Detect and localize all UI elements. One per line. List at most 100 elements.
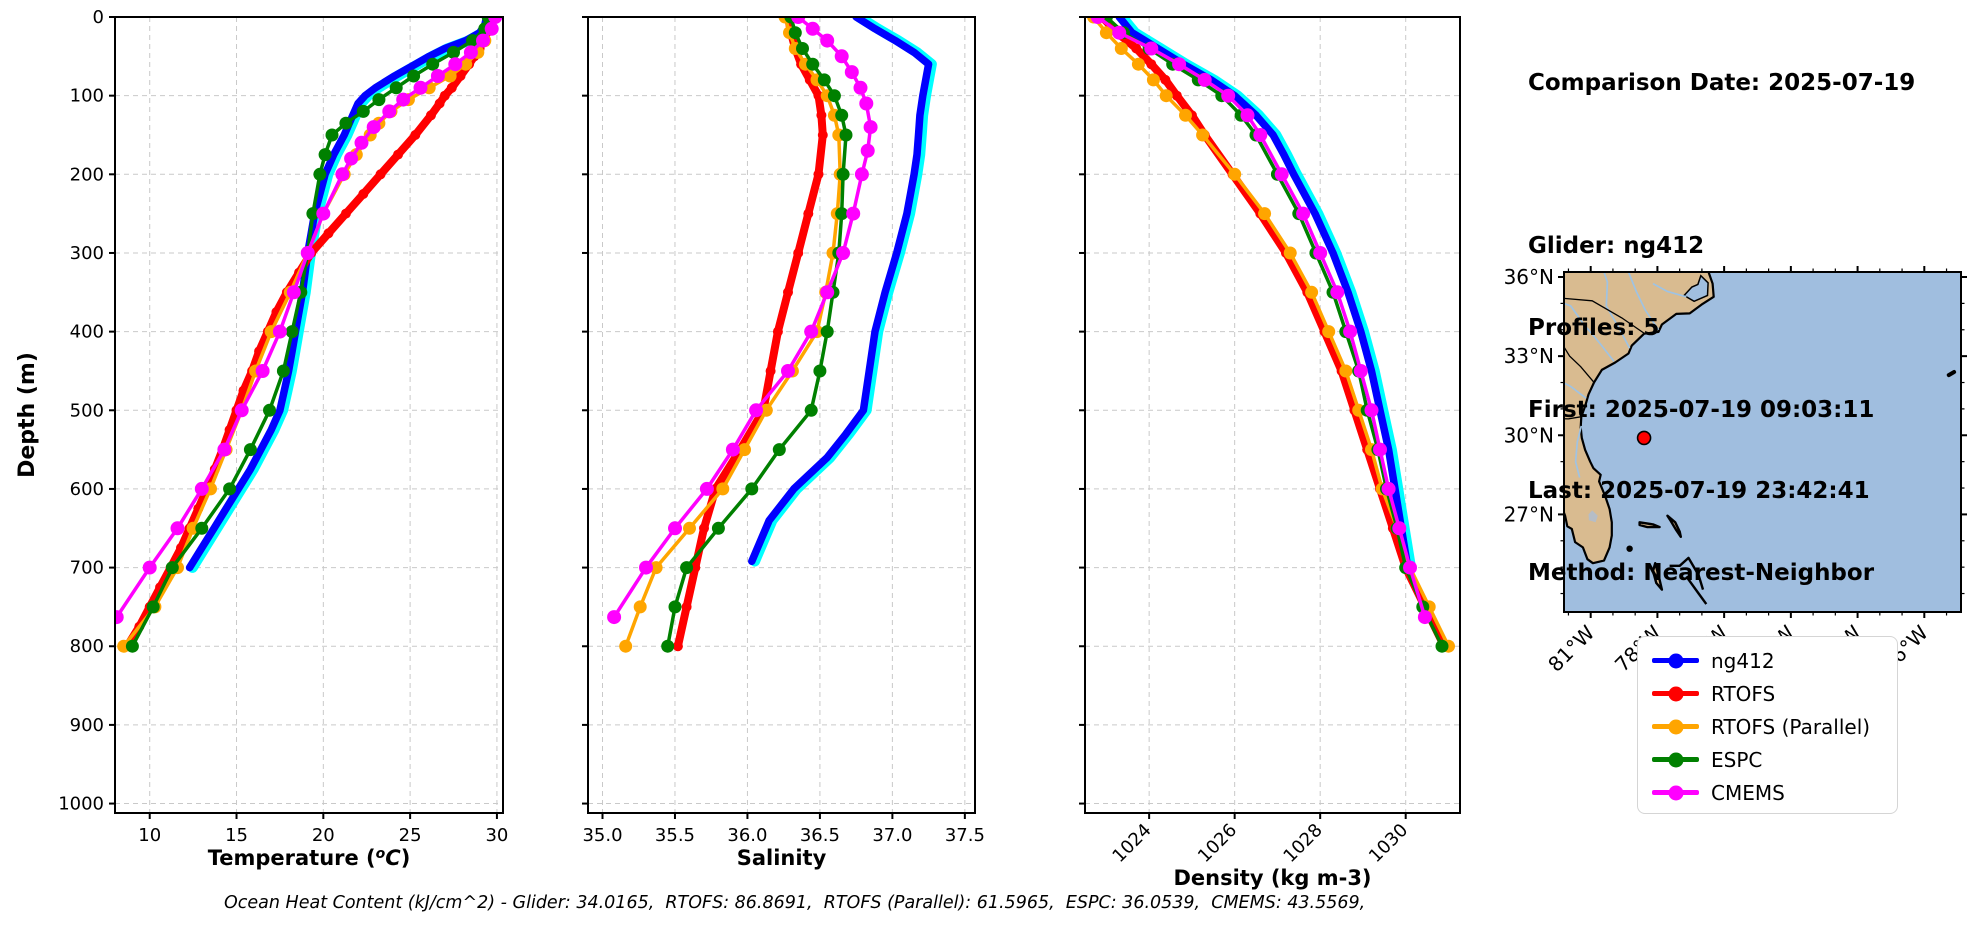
legend-line-sample (1652, 719, 1699, 734)
legend-line-sample (1652, 686, 1699, 701)
legend-line-sample (1652, 752, 1699, 767)
legend-line-sample (1652, 785, 1699, 800)
method-text: Method: Nearest-Neighbor (1528, 559, 1875, 586)
legend-item-espc: ESPC (1652, 743, 1897, 776)
temperature-y-axis: 0 100 200 300 400 500 600 700 800 900 1000 (58, 7, 115, 815)
map-sound (1682, 274, 1709, 303)
depth-tick-label: 200 (70, 164, 104, 185)
comparison-date-text: Comparison Date: 2025-07-19 (1528, 70, 1916, 97)
first-profile-time-text: First: 2025-07-19 09:03:11 (1528, 396, 1875, 423)
legend-marker-dot (1668, 653, 1683, 668)
legend-item-label: ng412 (1711, 648, 1775, 673)
depth-tick-label: 0 (93, 7, 104, 28)
density-x-axis: 1024 1026 1028 1030 (1108, 813, 1412, 867)
salinity-CMEMS-markers (607, 17, 878, 625)
legend-item-rtofs-parallel: RTOFS (Parallel) (1652, 710, 1897, 743)
temperature-grid (115, 16, 503, 813)
ohc-caption: Ocean Heat Content (kJ/cm^2) - Glider: 3… (224, 893, 1366, 913)
density-CMEMS-line (1096, 17, 1427, 619)
salinity-x-tick-label: 35.0 (582, 825, 622, 846)
map-lake (1588, 510, 1598, 523)
legend-marker-dot (1668, 686, 1683, 701)
legend-marker-dot (1668, 719, 1683, 734)
map-state-borders (1564, 297, 1645, 420)
depth-axis-label: Depth (m) (15, 352, 40, 478)
depth-tick-label: 1000 (58, 794, 104, 815)
salinity-x-axis: 35.0 35.5 36.0 36.5 37.0 37.5 (582, 813, 985, 846)
map-lon-tick-label: 81°W (1543, 620, 1599, 676)
salinity-series (607, 17, 937, 653)
legend-line-sample (1652, 653, 1699, 668)
depth-tick-label: 400 (70, 322, 104, 343)
temperature-series (115, 17, 503, 653)
salinity-grid (588, 16, 975, 813)
salinity-x-tick-label: 37.0 (872, 825, 912, 846)
temperature-axes-frame (114, 16, 504, 814)
depth-tick-label: 900 (70, 715, 104, 736)
depth-tick-label: 100 (70, 86, 104, 107)
map-rivers (1564, 272, 1687, 478)
info-panel: Comparison Date: 2025-07-19 Glider: ng41… (1528, 16, 1915, 614)
temperature-x-tick-label: 30 (485, 825, 508, 846)
map-islands (1626, 514, 1708, 605)
salinity-x-tick-label: 36.0 (727, 825, 767, 846)
legend-item-label: RTOFS (1711, 681, 1776, 706)
map-lat-tick-label: 36°N (1504, 265, 1554, 289)
glider-name-text: Glider: ng412 (1528, 233, 1705, 260)
map-lat-tick-label: 27°N (1504, 502, 1554, 526)
salinity-ESPC-markers (661, 17, 853, 653)
density-x-tick-label: 1030 (1365, 820, 1412, 867)
legend-item-label: CMEMS (1711, 780, 1785, 805)
legend-marker-dot (1668, 785, 1683, 800)
density-CMEMS-markers (1090, 17, 1432, 625)
last-profile-time-text: Last: 2025-07-19 23:42:41 (1528, 478, 1870, 505)
depth-tick-label: 600 (70, 479, 104, 500)
map-lat-tick-label: 33°N (1504, 344, 1554, 368)
density-y-axis (1079, 16, 1085, 805)
temperature-x-tick-label: 20 (312, 825, 335, 846)
depth-tick-label: 700 (70, 558, 104, 579)
depth-tick-label: 800 (70, 636, 104, 657)
profiles-count-text: Profiles: 5 (1528, 315, 1660, 342)
map-frame (1563, 271, 1962, 613)
legend-item-label: RTOFS (Parallel) (1711, 714, 1871, 739)
salinity-x-tick-label: 35.5 (655, 825, 695, 846)
legend-item-label: ESPC (1711, 747, 1763, 772)
temperature-x-tick-label: 15 (225, 825, 248, 846)
salinity-y-axis (582, 16, 588, 805)
density-x-tick-label: 1028 (1279, 820, 1326, 867)
map-features (1564, 272, 1957, 605)
legend-marker-dot (1668, 752, 1683, 767)
temperature-x-axis: 10 15 20 25 30 (138, 813, 508, 846)
salinity-ng412-line (748, 17, 933, 566)
info-spacer (1528, 152, 1915, 179)
salinity-axes-frame (587, 16, 976, 814)
legend-item-rtofs: RTOFS (1652, 677, 1897, 710)
depth-tick-label: 300 (70, 243, 104, 264)
density-axes-frame (1084, 16, 1461, 814)
temperature-x-tick-label: 10 (138, 825, 161, 846)
density-series (1087, 17, 1455, 653)
density-x-tick-label: 1024 (1108, 820, 1155, 867)
density-grid (1085, 16, 1460, 813)
glider-location-marker (1636, 430, 1652, 446)
legend-item-ng412: ng412 (1652, 644, 1897, 677)
density-axis-label: Density (kg m-3) (1173, 866, 1371, 890)
salinity-panel: 35.0 35.5 36.0 36.5 37.0 37.5 Salinity (582, 16, 985, 870)
salinity-ng412-raw-line (749, 17, 937, 567)
map-lat-tick-label: 30°N (1504, 423, 1554, 447)
map-bermuda (1946, 369, 1957, 378)
legend-item-cmems: CMEMS (1652, 776, 1897, 809)
temperature-x-tick-label: 25 (399, 825, 422, 846)
density-ng412-line (1115, 17, 1412, 572)
salinity-axis-label: Salinity (737, 846, 827, 870)
depth-tick-label: 500 (70, 400, 104, 421)
legend: ng412 RTOFS RTOFS (Parallel) ESPC CMEMS (1637, 636, 1898, 814)
temperature-panel: 10 15 20 25 30010020030040050060070080090010… (15, 7, 508, 870)
salinity-x-tick-label: 37.5 (945, 825, 985, 846)
map-ticks (1558, 266, 1967, 618)
salinity-x-tick-label: 36.5 (800, 825, 840, 846)
